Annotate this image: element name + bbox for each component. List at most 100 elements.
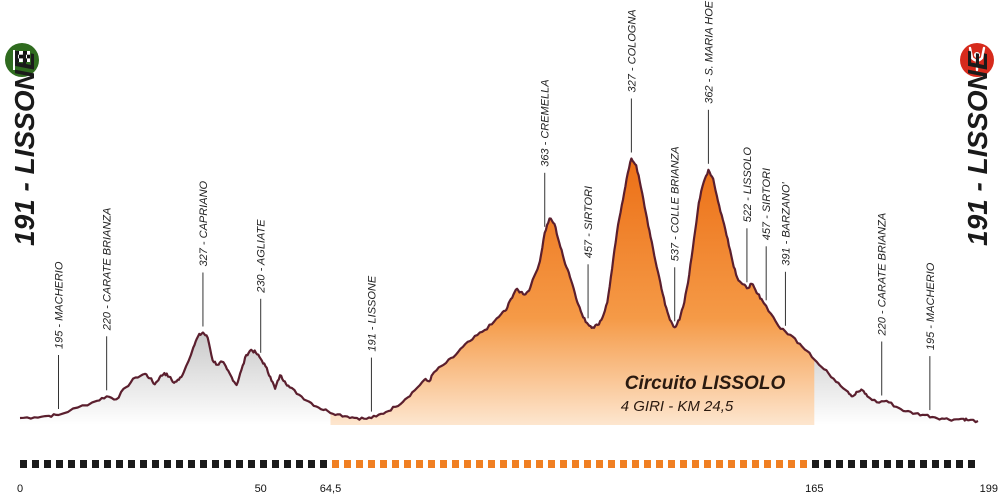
distance-ticks: 0 50 64,5 165 199 [17, 483, 998, 495]
finish-marker: 191 - LISSONE [960, 43, 994, 246]
scale-segment-70 [860, 460, 867, 468]
scale-segment-9 [128, 460, 135, 468]
waypoint-label-13: 220 - CARATE BRIANZA [877, 213, 889, 337]
waypoint-label-3: 230 - AGLIATE [256, 219, 268, 294]
scale-segment-1 [32, 460, 39, 468]
scale-segment-6 [92, 460, 99, 468]
circuit-subtitle: 4 GIRI - KM 24,5 [621, 398, 734, 415]
circuit-label: Circuito LISSOLO 4 GIRI - KM 24,5 [621, 373, 786, 415]
scale-segment-63 [776, 460, 783, 468]
scale-segment-24 [308, 460, 315, 468]
scale-segment-38 [476, 460, 483, 468]
scale-segment-48 [596, 460, 603, 468]
scale-segment-0 [20, 460, 27, 468]
scale-segment-46 [572, 460, 579, 468]
scale-segment-21 [272, 460, 279, 468]
scale-segment-78 [956, 460, 963, 468]
scale-segment-35 [440, 460, 447, 468]
scale-segment-66 [812, 460, 819, 468]
scale-segment-8 [116, 460, 123, 468]
scale-segment-56 [692, 460, 699, 468]
waypoint-label-11: 457 - SIRTORI [761, 168, 773, 240]
scale-segment-42 [524, 460, 531, 468]
scale-segment-60 [740, 460, 747, 468]
start-label: 191 - LISSONE [9, 50, 40, 246]
waypoint-label-0: 195 - MACHERIO [54, 261, 66, 349]
scale-segment-67 [824, 460, 831, 468]
tick-label-3: 165 [805, 483, 823, 495]
scale-segment-57 [704, 460, 711, 468]
start-marker: 191 - LISSONE [5, 43, 40, 246]
scale-segment-79 [968, 460, 975, 468]
scale-segment-65 [800, 460, 807, 468]
scale-segment-39 [488, 460, 495, 468]
scale-segment-34 [428, 460, 435, 468]
waypoint-label-7: 327 - COLOGNA [626, 9, 638, 92]
scale-segment-33 [416, 460, 423, 468]
scale-segment-10 [140, 460, 147, 468]
scale-segment-61 [752, 460, 759, 468]
scale-segment-28 [356, 460, 363, 468]
scale-segment-53 [656, 460, 663, 468]
scale-segment-52 [644, 460, 651, 468]
scale-segment-20 [260, 460, 267, 468]
scale-segment-27 [344, 460, 351, 468]
finish-label: 191 - LISSONE [962, 50, 993, 246]
profile-layer [19, 157, 979, 425]
waypoint-label-1: 220 - CARATE BRIANZA [102, 208, 114, 332]
waypoint-label-14: 195 - MACHERIO [925, 262, 937, 350]
scale-segment-44 [548, 460, 555, 468]
waypoint-label-4: 191 - LISSONE [366, 275, 378, 351]
scale-segment-23 [296, 460, 303, 468]
checkered-flag-glyph [13, 50, 30, 70]
scale-segment-13 [176, 460, 183, 468]
scale-segment-22 [284, 460, 291, 468]
scale-segment-4 [68, 460, 75, 468]
scale-segment-11 [152, 460, 159, 468]
scale-segment-54 [668, 460, 675, 468]
scale-segment-18 [236, 460, 243, 468]
profile-line [19, 157, 979, 424]
scale-segment-3 [56, 460, 63, 468]
waypoint-label-5: 363 - CREMELLA [540, 79, 552, 166]
scale-segment-72 [884, 460, 891, 468]
scale-segment-19 [248, 460, 255, 468]
scale-segment-12 [164, 460, 171, 468]
scale-segment-47 [584, 460, 591, 468]
scale-segment-31 [392, 460, 399, 468]
tick-label-4: 199 [980, 483, 998, 495]
scale-segment-2 [44, 460, 51, 468]
scale-segment-50 [620, 460, 627, 468]
scale-segment-32 [404, 460, 411, 468]
scale-segment-40 [500, 460, 507, 468]
scale-segment-26 [332, 460, 339, 468]
scale-segment-43 [536, 460, 543, 468]
waypoint-label-12: 391 - BARZANO' [780, 181, 792, 265]
scale-segment-37 [464, 460, 471, 468]
scale-segment-74 [908, 460, 915, 468]
waypoint-label-2: 327 - CAPRIANO [198, 180, 210, 266]
waypoint-label-6: 457 - SIRTORI [583, 186, 595, 258]
scale-segment-58 [716, 460, 723, 468]
scale-segment-75 [920, 460, 927, 468]
scale-segment-55 [680, 460, 687, 468]
scale-segment-5 [80, 460, 87, 468]
scale-segment-15 [200, 460, 207, 468]
waypoint-label-8: 537 - COLLE BRIANZA [670, 146, 682, 261]
scale-segment-51 [632, 460, 639, 468]
scale-segment-16 [212, 460, 219, 468]
waypoint-layer: 195 - MACHERIO 220 - CARATE BRIANZA 327 - … [54, 0, 937, 412]
tick-label-2: 64,5 [320, 483, 341, 495]
waypoint-label-9: 362 - S. MARIA HOE' [703, 0, 715, 104]
scale-segment-73 [896, 460, 903, 468]
distance-scale [20, 460, 975, 468]
scale-segment-77 [944, 460, 951, 468]
scale-segment-7 [104, 460, 111, 468]
scale-segment-14 [188, 460, 195, 468]
tick-label-1: 50 [255, 483, 267, 495]
scale-segment-49 [608, 460, 615, 468]
scale-segment-29 [368, 460, 375, 468]
scale-segment-76 [932, 460, 939, 468]
circuit-title: Circuito LISSOLO [625, 373, 786, 394]
